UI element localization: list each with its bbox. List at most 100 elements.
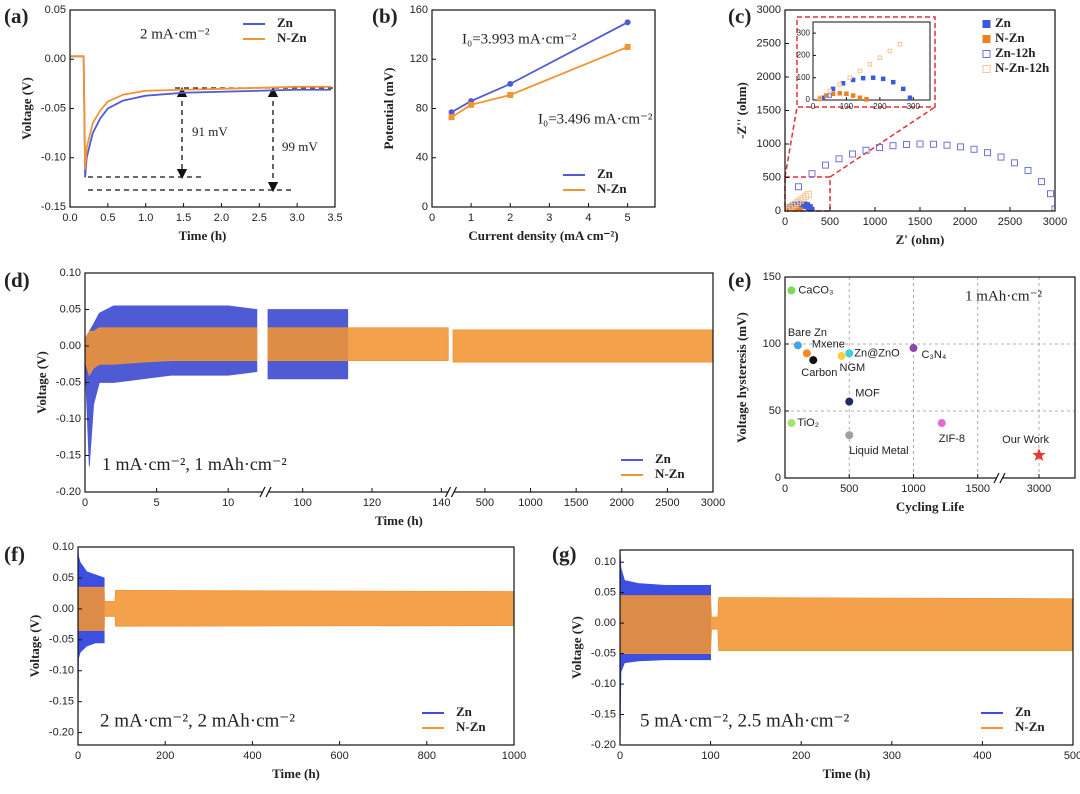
x-tick-label: 140 — [432, 497, 450, 509]
plot-area — [620, 550, 1073, 745]
x-tick-label: 0 — [429, 212, 435, 224]
y-tick-label: 0.10 — [60, 267, 81, 279]
x-tick-label: 2.5 — [252, 212, 267, 224]
point — [804, 190, 812, 198]
x-axis-label: Current density (mA cm⁻²) — [468, 228, 618, 243]
point — [860, 75, 866, 81]
legend-label: N-Zn — [277, 30, 307, 45]
series-band — [78, 586, 514, 631]
y-axis-label: Voltage (V) — [27, 615, 42, 678]
x-axis-label: Time (h) — [823, 766, 871, 781]
legend-label: N-Zn — [1015, 719, 1045, 734]
plot-frame — [784, 9, 1056, 212]
point — [901, 86, 906, 92]
inset-frame — [812, 21, 931, 101]
point — [468, 101, 475, 108]
point-label: NGM — [840, 362, 866, 374]
plot-frame — [619, 549, 1074, 746]
point — [1051, 205, 1055, 211]
y-tick-label: -0.05 — [41, 102, 66, 114]
point-label: Liquid Metal — [849, 445, 908, 457]
point-label: MOF — [855, 388, 880, 400]
panel: (g) Time (h) Voltage (V) -0.20 -0.15 -0.10 -0.… — [552, 542, 1080, 781]
x-tick-label: 1000 — [863, 216, 887, 228]
point — [795, 183, 802, 191]
x-tick-label: 3.0 — [289, 212, 304, 224]
series-band — [85, 327, 258, 377]
y-tick-label: 0.10 — [53, 541, 74, 553]
y-tick-label: 0.00 — [45, 53, 66, 65]
point — [817, 95, 822, 101]
x-tick-label: 0 — [782, 216, 788, 228]
point — [903, 140, 910, 148]
plot-area — [785, 140, 1055, 211]
y-tick-label: 0 — [775, 205, 781, 217]
x-tick-label: 0 — [75, 750, 81, 762]
legend-label: N-Zn — [597, 181, 627, 196]
legend-label: Zn — [655, 451, 672, 466]
plot-frame — [784, 276, 1076, 479]
plot-area — [785, 277, 1075, 478]
point — [837, 91, 842, 96]
series-band — [620, 595, 1073, 654]
zoom-line — [784, 106, 798, 178]
inset-plot: 0 100 200 300 0 100 200 300 — [797, 28, 921, 111]
point — [943, 141, 951, 149]
y-tick-label: 0.00 — [60, 340, 81, 352]
y-tick-label: -0.05 — [591, 648, 616, 660]
y-tick-label: -0.05 — [49, 634, 74, 646]
panel-label: (a) — [4, 4, 29, 28]
point — [624, 43, 631, 50]
x-tick-label: 2500 — [655, 497, 679, 509]
axis-break-gap — [263, 489, 269, 495]
point — [787, 286, 796, 295]
inset-y-tick-label: 0 — [806, 95, 811, 104]
y-axis-label: Potential (mV) — [381, 68, 396, 150]
point — [864, 97, 869, 102]
x-tick-label: 0.5 — [100, 212, 115, 224]
point — [1024, 167, 1032, 175]
panel-label: (b) — [372, 4, 398, 28]
panel: (d) Time (h) Voltage (V) -0.20 -0.15 -0.10 -0.… — [4, 267, 725, 528]
legend-swatch — [982, 50, 991, 58]
x-tick-label: 800 — [418, 750, 436, 762]
inset-x-tick-label: 100 — [840, 102, 854, 111]
panel-label: (g) — [552, 542, 577, 566]
inset-y-tick-label: 100 — [797, 73, 811, 82]
point — [907, 95, 913, 101]
annotation: 91 mV — [192, 124, 228, 139]
y-tick-label: 0.05 — [53, 572, 74, 584]
legend-swatch — [982, 35, 991, 43]
point-label: Our Work — [1002, 434, 1049, 446]
x-tick-label: 2000 — [610, 497, 634, 509]
panel-label: (c) — [728, 4, 751, 28]
y-tick-label: 80 — [416, 102, 428, 114]
point — [1047, 190, 1054, 198]
y-tick-label: 3000 — [757, 4, 781, 16]
point — [807, 206, 815, 211]
plot-area — [448, 19, 631, 121]
axis-break — [444, 486, 458, 498]
panel: (e) Cycling Life Voltage hysteresis (mV) 0 5… — [728, 268, 1076, 514]
x-tick-label: 100 — [293, 497, 311, 509]
y-tick-label: 100 — [763, 338, 781, 350]
x-axis-label: Cycling Life — [896, 499, 964, 514]
point — [916, 140, 924, 148]
point — [997, 153, 1005, 161]
series-line — [451, 21, 629, 113]
point — [876, 144, 883, 152]
point — [835, 155, 843, 163]
point — [877, 55, 883, 60]
x-tick-label: 500 — [821, 216, 839, 228]
x-tick-label: 600 — [330, 750, 348, 762]
point — [802, 349, 811, 358]
x-tick-label: 1000 — [502, 750, 526, 762]
x-tick-label: 1000 — [518, 497, 542, 509]
point-label: C₃N₄ — [921, 349, 946, 361]
zoom-line — [829, 106, 936, 178]
y-axis-label: Voltage (V) — [34, 351, 49, 414]
point — [970, 145, 978, 153]
point-label: ZIF-8 — [939, 433, 965, 445]
legend-label: Zn-12h — [995, 45, 1036, 60]
point — [849, 150, 856, 158]
